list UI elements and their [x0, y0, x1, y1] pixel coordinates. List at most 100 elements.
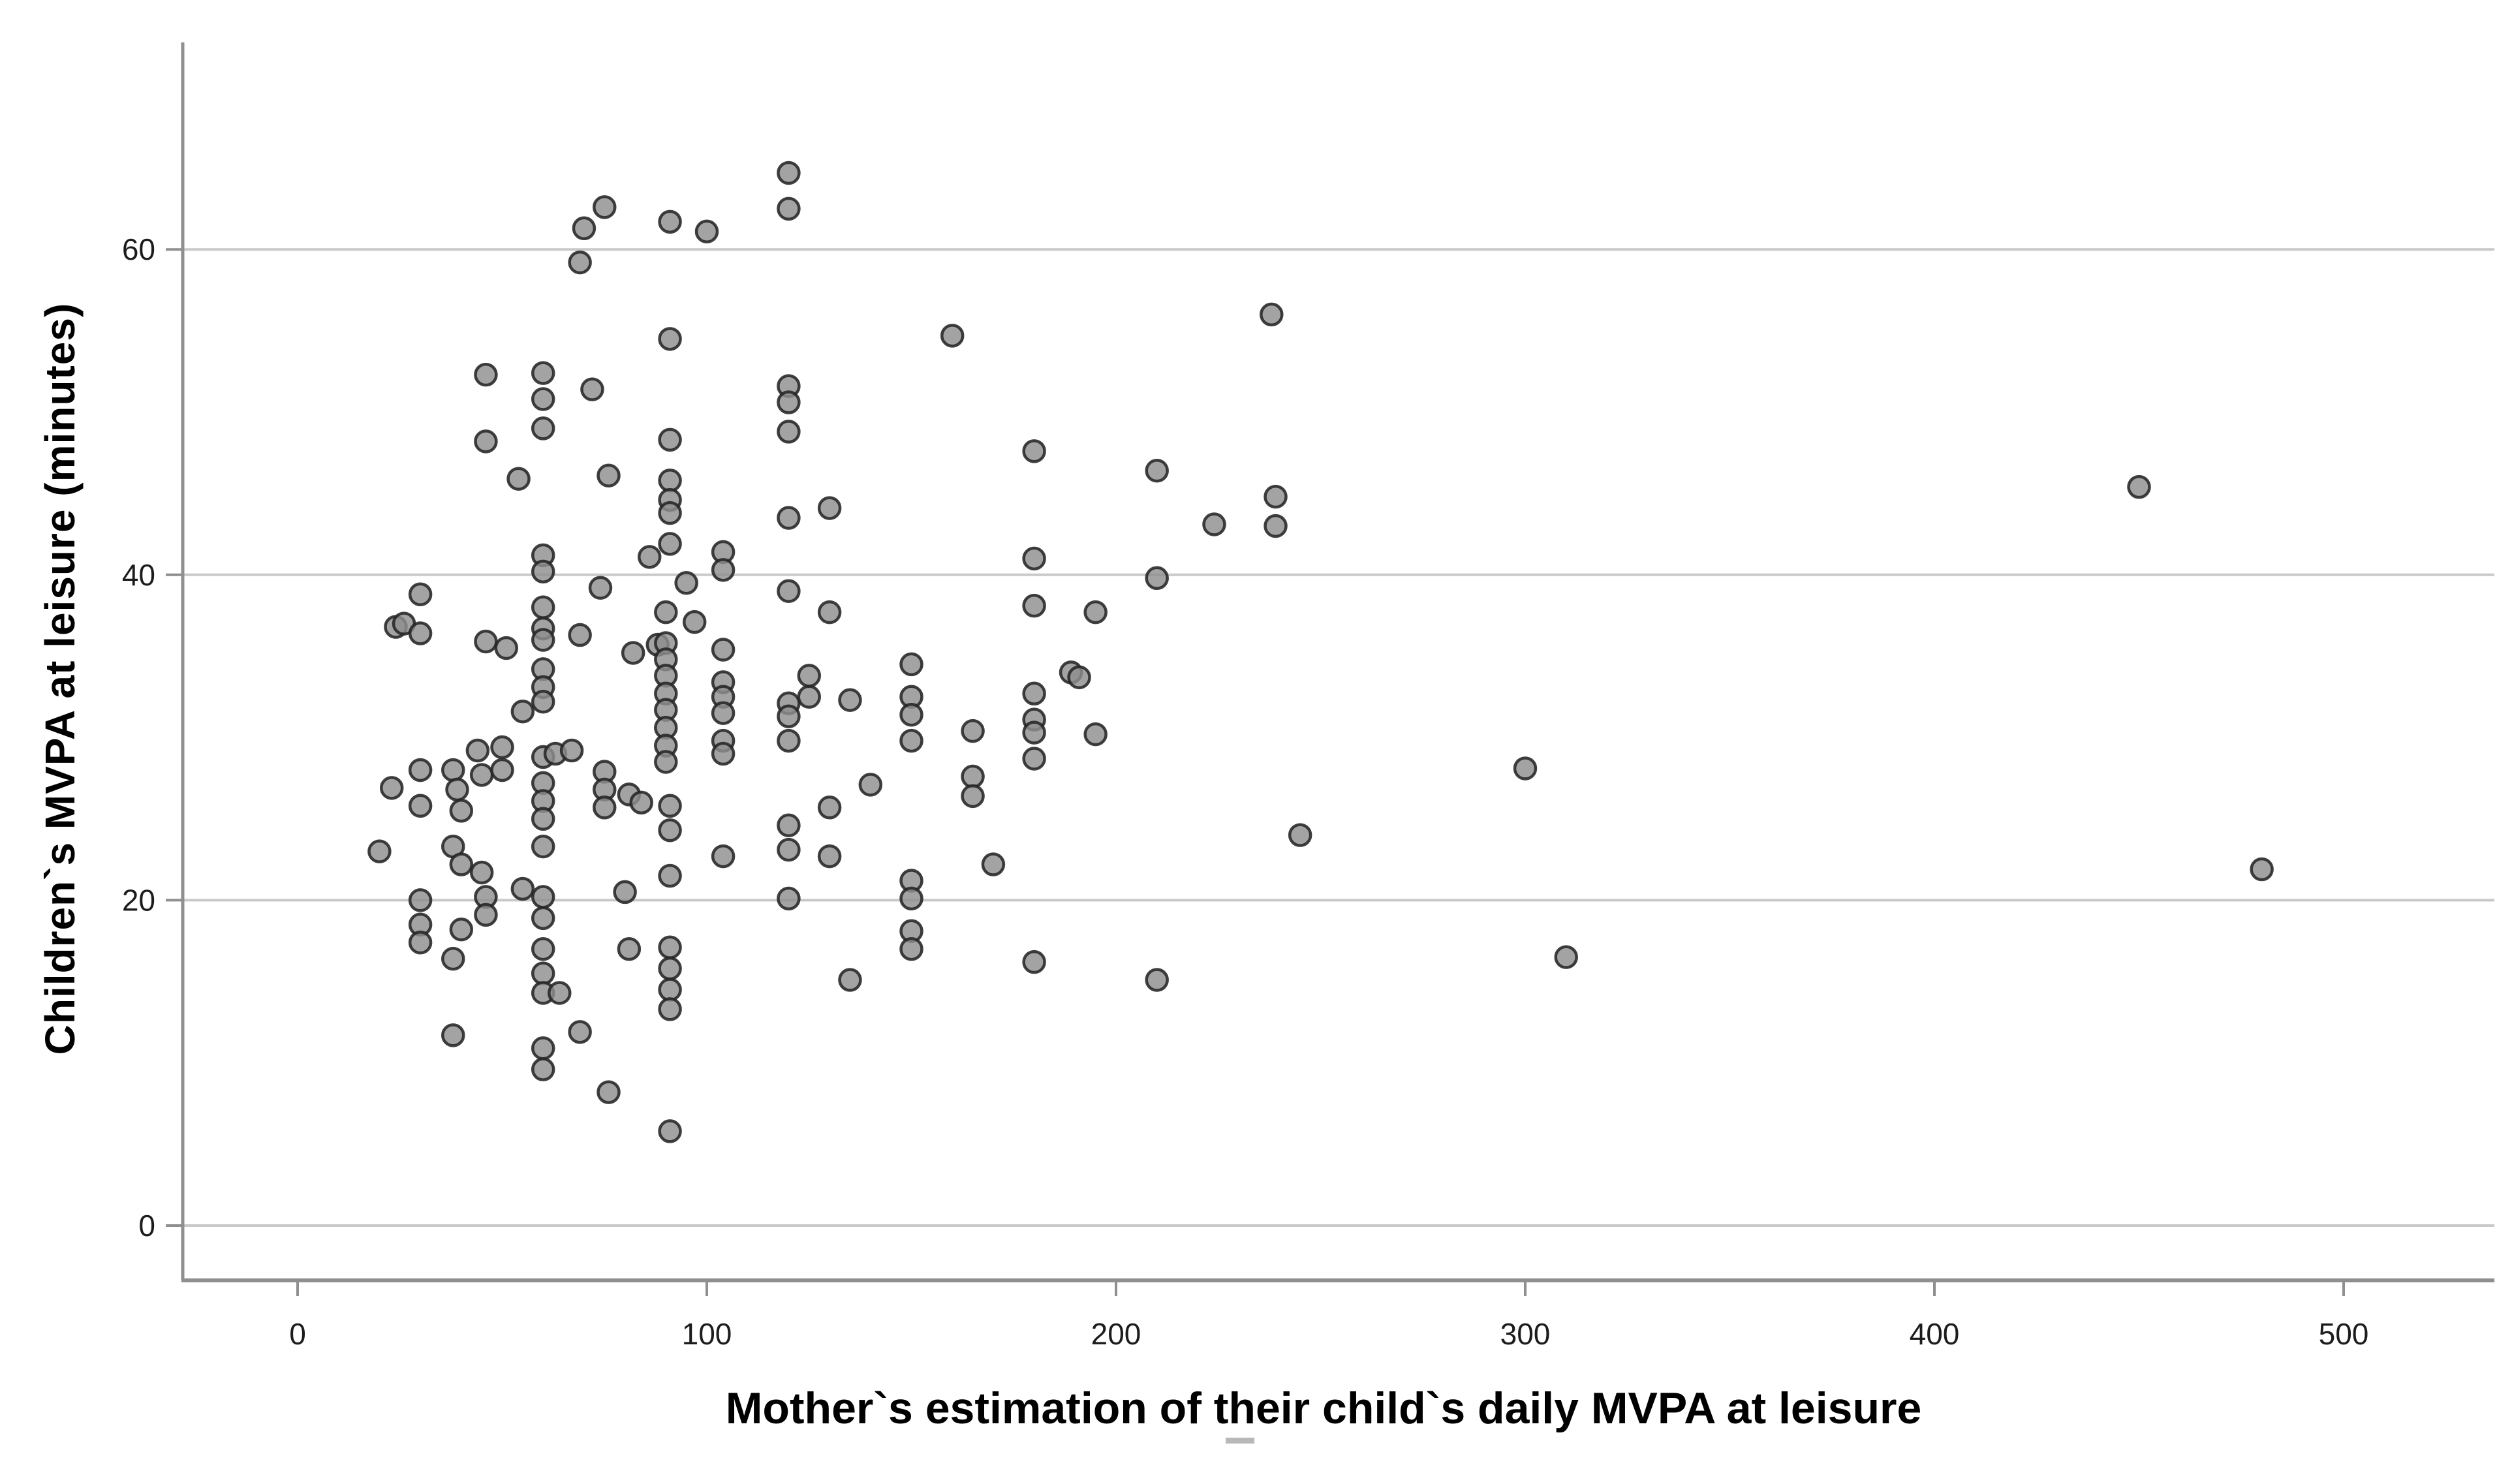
data-point — [817, 496, 842, 520]
data-point — [817, 796, 842, 820]
data-point — [658, 327, 682, 351]
data-point — [1145, 458, 1169, 483]
data-point — [1022, 681, 1046, 706]
data-point — [617, 936, 642, 961]
data-point — [506, 467, 531, 491]
data-point — [474, 903, 498, 927]
data-point — [797, 685, 821, 709]
data-point — [559, 738, 584, 763]
data-point — [981, 852, 1006, 876]
y-tick-label-0: 0 — [138, 1209, 155, 1243]
data-point — [510, 876, 535, 901]
data-point — [711, 741, 736, 766]
scan-artifact-dash — [1226, 1438, 1254, 1444]
data-point — [449, 852, 474, 876]
data-point — [1067, 665, 1091, 690]
x-tick-label-500: 500 — [2319, 1317, 2369, 1351]
data-point — [1145, 968, 1169, 992]
data-point — [408, 930, 433, 955]
data-point — [531, 595, 555, 619]
data-point — [572, 216, 597, 241]
data-point — [658, 468, 682, 493]
data-point — [531, 936, 555, 961]
data-point — [593, 195, 617, 219]
data-point — [1264, 514, 1288, 538]
data-point — [777, 886, 801, 911]
data-point — [629, 790, 653, 815]
data-point — [1022, 747, 1046, 771]
data-point — [531, 690, 555, 714]
data-point — [1145, 566, 1169, 591]
data-point — [568, 1020, 592, 1044]
data-point — [408, 888, 433, 912]
data-point — [658, 956, 682, 981]
data-point — [531, 387, 555, 411]
data-point — [658, 1119, 682, 1143]
data-point — [777, 704, 801, 728]
data-point — [961, 784, 985, 809]
data-point — [658, 794, 682, 818]
data-point — [899, 652, 923, 677]
data-point — [1288, 823, 1312, 847]
y-axis-title: Children`s MVPA at leisure (minutes) — [37, 302, 84, 1055]
data-point — [858, 773, 883, 797]
data-point — [408, 758, 433, 782]
data-point — [588, 576, 613, 600]
data-point — [568, 250, 592, 275]
data-point — [621, 641, 645, 665]
data-point — [580, 377, 604, 401]
data-point — [694, 219, 719, 244]
data-point — [531, 628, 555, 652]
x-axis-title: Mother`s estimation of their child`s dai… — [725, 1384, 1922, 1433]
data-point — [838, 968, 862, 992]
data-point — [408, 582, 433, 606]
data-point — [899, 936, 923, 961]
data-point — [899, 702, 923, 727]
data-point — [1513, 756, 1538, 781]
data-point — [469, 763, 494, 787]
x-tick-label-0: 0 — [289, 1317, 306, 1351]
x-tick-label-300: 300 — [1500, 1317, 1551, 1351]
data-point — [1022, 593, 1046, 618]
data-point — [2250, 857, 2274, 882]
data-point — [613, 880, 637, 904]
data-point — [531, 1036, 555, 1060]
x-tick-label-400: 400 — [1910, 1317, 1960, 1351]
data-point — [1554, 945, 1578, 969]
data-point — [568, 623, 592, 647]
data-point — [682, 610, 707, 634]
data-point — [658, 209, 682, 234]
data-point — [474, 429, 498, 454]
data-point — [1083, 600, 1108, 625]
data-point — [531, 559, 555, 584]
data-point — [531, 361, 555, 385]
data-point — [711, 701, 736, 725]
data-point — [797, 664, 821, 688]
data-point — [654, 600, 678, 625]
data-point — [531, 906, 555, 931]
data-point — [658, 997, 682, 1021]
data-point — [658, 978, 682, 1002]
data-point — [597, 463, 621, 487]
data-point — [465, 738, 490, 763]
data-point — [1022, 546, 1046, 571]
data-point — [597, 1080, 621, 1104]
data-point — [777, 506, 801, 530]
data-point — [490, 758, 514, 782]
data-point — [838, 688, 862, 713]
data-point — [449, 799, 474, 823]
data-point — [899, 886, 923, 911]
data-point — [777, 196, 801, 221]
data-point — [817, 844, 842, 869]
data-point — [531, 807, 555, 831]
data-point — [711, 558, 736, 582]
data-point — [531, 416, 555, 441]
data-point — [637, 545, 662, 569]
data-point — [1202, 512, 1226, 536]
x-tick-label-100: 100 — [682, 1317, 732, 1351]
data-point — [658, 863, 682, 888]
data-point — [531, 961, 555, 985]
data-point — [658, 427, 682, 452]
